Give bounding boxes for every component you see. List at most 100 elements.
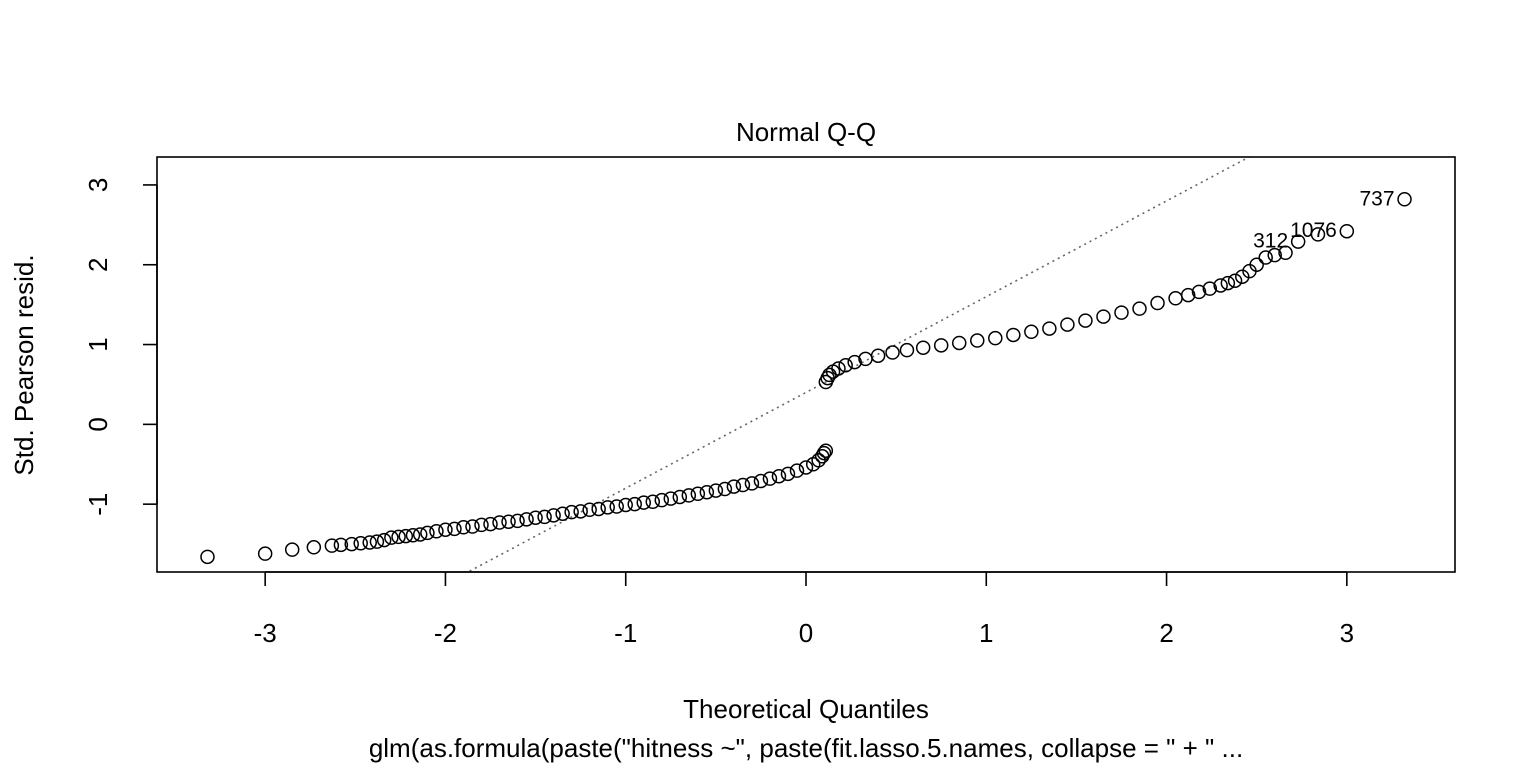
data-point: [200, 549, 215, 565]
data-point: [546, 508, 561, 523]
data-point: [324, 538, 340, 553]
data-point: [412, 527, 428, 542]
data-point: [1180, 287, 1196, 303]
y-axis: -1 0 1 2 3: [83, 178, 158, 516]
point-label: 312: [1253, 230, 1288, 253]
data-point: [1042, 321, 1057, 336]
data-point: [798, 460, 814, 475]
data-point: [1202, 281, 1218, 296]
data-point: [780, 466, 796, 482]
data-point: [519, 512, 534, 527]
data-point: [1150, 295, 1165, 311]
data-point: [1006, 327, 1021, 343]
data-point: [573, 504, 588, 519]
data-point: [1078, 313, 1093, 328]
data-point: [420, 525, 435, 541]
data-point: [838, 358, 853, 373]
x-axis-label: Theoretical Quantiles: [683, 694, 929, 724]
data-point: [1310, 227, 1326, 242]
data-point: [492, 515, 507, 530]
x-tick-label: -1: [614, 618, 637, 648]
point-label: 737: [1359, 187, 1394, 210]
data-point: [398, 528, 414, 544]
data-point: [708, 483, 724, 498]
data-point: [376, 532, 392, 548]
data-point: [681, 488, 697, 503]
data-point: [663, 491, 679, 506]
data-point: [899, 342, 915, 358]
data-point: [391, 529, 406, 545]
data-point: [811, 453, 826, 468]
data-point: [429, 524, 444, 539]
data-point: [510, 513, 525, 529]
data-point: [353, 536, 368, 551]
x-tick-label: 2: [1159, 618, 1173, 648]
y-tick-label: 3: [83, 178, 113, 192]
data-point: [885, 345, 900, 360]
data-point: [344, 536, 359, 552]
y-tick-label: -1: [83, 493, 113, 516]
x-tick-label: -3: [254, 618, 277, 648]
data-point: [951, 335, 967, 351]
data-point: [1114, 305, 1129, 320]
data-point: [1235, 269, 1250, 284]
y-tick-label: 0: [83, 417, 113, 431]
data-point: [1258, 250, 1273, 265]
x-axis: -3 -2 -1 0 1 2 3: [254, 571, 1354, 648]
data-point: [537, 509, 552, 525]
data-point: [988, 330, 1003, 346]
data-point: [284, 542, 300, 557]
y-tick-label: 2: [83, 258, 113, 272]
data-point: [771, 468, 787, 484]
data-point: [306, 540, 322, 555]
data-point: [600, 500, 615, 515]
data-point: [831, 361, 846, 376]
data-point: [645, 494, 661, 510]
data-point: [1168, 291, 1183, 306]
data-point: [1290, 234, 1306, 249]
data-point: [870, 348, 886, 363]
data-point: [735, 477, 751, 493]
data-points: [200, 192, 1412, 565]
data-point: [1096, 309, 1111, 324]
data-point: [591, 501, 606, 517]
data-point: [1227, 273, 1243, 288]
data-point: [847, 354, 862, 370]
data-point: [699, 484, 715, 500]
data-point: [970, 333, 985, 348]
y-tick-label: 1: [83, 337, 113, 351]
data-point: [564, 504, 579, 520]
data-point: [555, 506, 570, 521]
data-point: [636, 495, 651, 510]
x-tick-label: -2: [434, 618, 457, 648]
data-point: [915, 340, 931, 355]
data-point: [618, 497, 633, 513]
x-tick-label: 1: [979, 618, 993, 648]
data-point: [762, 471, 778, 486]
data-point: [753, 473, 769, 489]
data-point: [1339, 223, 1355, 239]
data-point: [690, 486, 706, 502]
chart-subtitle: glm(as.formula(paste("hitness ~", paste(…: [369, 733, 1243, 763]
data-point: [257, 546, 273, 561]
data-point: [528, 510, 543, 525]
x-tick-label: 0: [799, 618, 813, 648]
y-axis-label: Std. Pearson resid.: [9, 254, 39, 475]
data-point: [1267, 247, 1282, 263]
data-point: [1024, 324, 1039, 340]
data-point: [405, 528, 421, 543]
data-point: [447, 521, 462, 537]
data-point: [369, 534, 385, 549]
data-point: [609, 499, 624, 514]
data-point: [933, 338, 949, 353]
point-label: 1076: [1290, 219, 1337, 242]
chart-title: Normal Q-Q: [736, 117, 876, 147]
data-point: [362, 535, 377, 550]
plot-frame: [156, 156, 1456, 573]
data-point: [1191, 284, 1207, 300]
data-point: [1220, 275, 1236, 291]
data-point: [1060, 317, 1075, 332]
data-point: [789, 463, 805, 478]
data-point: [1278, 245, 1293, 261]
